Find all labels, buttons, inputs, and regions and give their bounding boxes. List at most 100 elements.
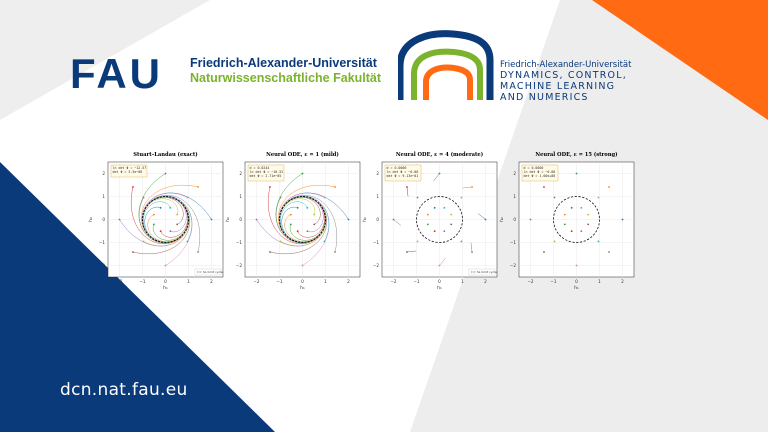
annotation-line: ln det Φ = −12.57 xyxy=(113,166,147,170)
annotation-box xyxy=(384,164,422,182)
y-tick-label: −2 xyxy=(510,263,517,268)
initial-point xyxy=(197,186,199,188)
y-tick-label: 0 xyxy=(239,217,242,222)
annotation-line: ln det Φ = −10.52 xyxy=(250,170,284,174)
trajectory xyxy=(297,197,325,238)
trajectory xyxy=(277,184,336,238)
x-axis-label: h₁ xyxy=(163,285,168,291)
initial-point xyxy=(450,223,453,226)
initial-point xyxy=(570,206,573,209)
trajectory xyxy=(439,258,446,266)
trajectory xyxy=(433,173,440,181)
trajectory xyxy=(267,186,321,245)
panel-1: Stuart–Landau (exact) −2 2 −1 1 0 0 1 −1 2 −2 h₁ h₂ l… xyxy=(88,151,224,291)
initial-point xyxy=(543,186,545,188)
y-axis-label: h₂ xyxy=(362,217,368,222)
trajectory xyxy=(406,250,417,253)
trajectory xyxy=(144,206,176,243)
y-tick-label: 2 xyxy=(376,171,379,176)
initial-point xyxy=(347,218,350,221)
x-tick-label: −1 xyxy=(550,279,557,284)
initial-point xyxy=(608,186,610,188)
limit-cycle xyxy=(553,196,600,243)
initial-point xyxy=(471,251,473,253)
initial-point xyxy=(392,218,395,221)
x-tick-label: 0 xyxy=(438,279,441,284)
fau-faculty-text: Friedrich-Alexander-Universität Naturwis… xyxy=(190,56,381,86)
initial-point xyxy=(186,196,189,199)
initial-point xyxy=(621,218,624,221)
initial-point xyxy=(296,206,299,209)
y-tick-label: −1 xyxy=(99,240,106,245)
trajectory xyxy=(281,206,313,243)
panel-title: Neural ODE, ε = 15 (strong) xyxy=(535,151,617,158)
x-axis-label: h₁ xyxy=(574,285,579,291)
dcn-arch-logo xyxy=(398,30,494,100)
website-url[interactable]: dcn.nat.fau.eu xyxy=(60,380,188,400)
initial-point xyxy=(460,196,463,199)
trajectory xyxy=(470,242,473,253)
annotation-line: d = 0.0006 xyxy=(387,166,407,170)
initial-point xyxy=(142,196,145,199)
initial-point xyxy=(406,186,408,188)
dcn-group-line-3: AND NUMERICS xyxy=(500,92,589,103)
x-tick-label: −1 xyxy=(276,279,283,284)
annotation-line: det Φ = 3.5e−06 xyxy=(113,170,143,174)
legend-label: SL limit cycle xyxy=(477,270,497,274)
initial-point xyxy=(176,223,179,226)
limit-cycle xyxy=(278,195,327,244)
initial-point xyxy=(575,172,578,175)
phase-portrait-panels: Stuart–Landau (exact) −2 2 −1 1 0 0 1 −1 2 −2 h₁ h₂ l… xyxy=(88,151,635,291)
initial-point xyxy=(132,251,134,253)
initial-point xyxy=(323,240,326,243)
initial-point xyxy=(289,223,292,226)
initial-point xyxy=(426,213,429,216)
initial-point xyxy=(450,213,453,216)
y-tick-label: 2 xyxy=(513,171,516,176)
annotation-line: det Φ = 1.00e+00 xyxy=(524,174,556,178)
trajectory xyxy=(284,194,338,253)
trajectory xyxy=(147,194,201,253)
initial-point xyxy=(438,172,441,175)
y-tick-label: −1 xyxy=(236,240,243,245)
initial-point xyxy=(269,251,271,253)
initial-point xyxy=(433,206,436,209)
initial-point xyxy=(608,251,610,253)
trajectory xyxy=(160,197,188,238)
annotation-line: ln det Φ = −0.00 xyxy=(387,170,419,174)
x-tick-label: −2 xyxy=(527,279,534,284)
initial-point xyxy=(142,240,145,243)
y-axis-label: h₂ xyxy=(499,217,505,222)
fau-university-name: Friedrich-Alexander-Universität xyxy=(190,56,377,70)
initial-point xyxy=(529,218,532,221)
x-axis-label: h₁ xyxy=(300,285,305,291)
panel-title: Stuart–Landau (exact) xyxy=(133,151,198,158)
y-tick-label: −2 xyxy=(99,263,106,268)
fau-wordmark: FAU xyxy=(70,50,163,97)
initial-point xyxy=(416,196,419,199)
initial-point xyxy=(306,230,309,233)
y-tick-label: 0 xyxy=(513,217,516,222)
initial-point xyxy=(186,240,189,243)
initial-point xyxy=(289,213,292,216)
initial-point xyxy=(580,230,583,233)
annotation-line: det Φ = 2.71e−05 xyxy=(250,174,282,178)
initial-point xyxy=(159,206,162,209)
trajectory xyxy=(140,184,199,238)
trajectory xyxy=(462,186,473,189)
x-tick-label: −2 xyxy=(253,279,260,284)
initial-point xyxy=(152,213,155,216)
x-tick-label: 1 xyxy=(324,279,327,284)
initial-point xyxy=(563,223,566,226)
y-tick-label: 2 xyxy=(102,171,105,176)
initial-point xyxy=(580,206,583,209)
panel-3: Neural ODE, ε = 4 (moderate) −2 2 −1 1 0 0 1 −1 2… xyxy=(362,151,498,291)
x-tick-label: 0 xyxy=(301,279,304,284)
y-tick-label: 0 xyxy=(376,217,379,222)
initial-point xyxy=(471,186,473,188)
panel-2: Neural ODE, ε = 1 (mild) −2 2 −1 1 0 0 1 −1 2 −2 h₁… xyxy=(225,151,361,291)
x-tick-label: 1 xyxy=(187,279,190,284)
x-tick-label: 1 xyxy=(598,279,601,284)
trajectory xyxy=(143,202,190,247)
trajectory xyxy=(130,186,184,245)
